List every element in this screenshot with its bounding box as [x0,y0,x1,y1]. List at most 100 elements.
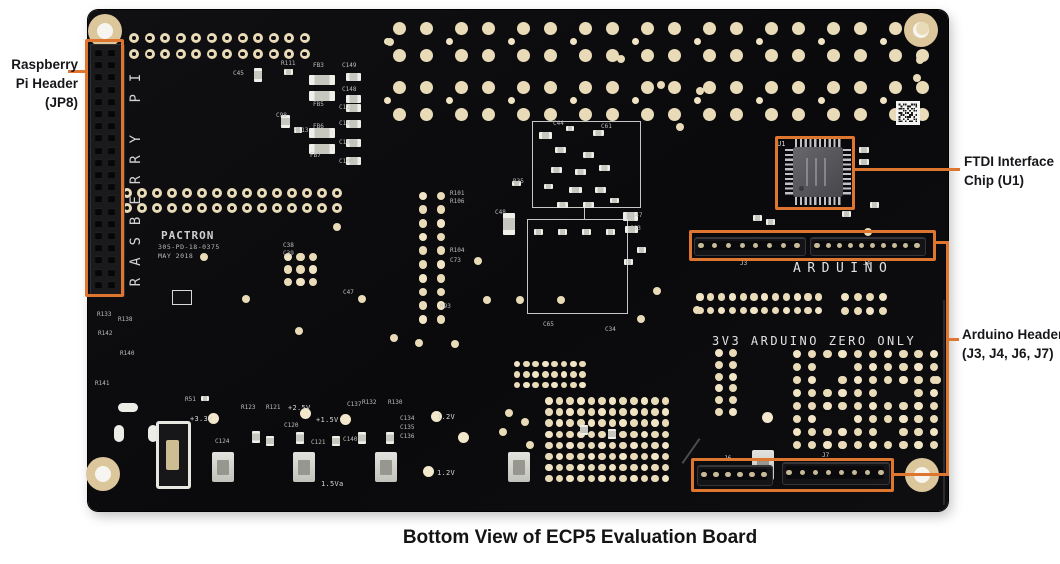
smd-component [568,187,582,193]
header-pin [712,242,718,249]
solder-pad [578,107,592,121]
arduino-header-label: Arduino Header (J3, J4, J6, J7) [962,325,1060,363]
solder-pad [693,97,701,104]
solder-pad [566,463,574,472]
solder-pad [750,306,758,315]
ftdi-chip-marking [815,158,817,186]
header-pin [914,242,920,249]
ftdi-chip-pins [843,149,851,195]
silkscreen-component-ref: FB6 [313,123,324,130]
solder-pad [866,306,874,315]
header-pin-hole [107,73,115,81]
smd-component [582,202,594,208]
arduino-header-j6 [701,469,767,480]
solder-pad [131,35,137,41]
solder-pad [587,408,596,416]
smd-component [266,436,274,446]
solder-pad [868,362,878,372]
solder-pad [139,205,145,211]
solder-pad [739,293,747,301]
solder-pad [640,397,649,405]
silkscreen-component-ref: C121 [311,439,326,446]
solder-pad [358,295,366,303]
solder-pad [838,401,847,411]
smd-component [556,202,568,208]
solder-pad [436,246,446,256]
solder-pad [566,397,574,405]
solder-pad [308,265,318,274]
solder-pad [838,427,847,437]
solder-pad [914,362,923,372]
solder-pad [271,35,276,41]
ftdi-chip-marking [824,158,826,186]
solder-pad [853,48,867,62]
arduino-bottom-header-highlight-box [691,458,894,492]
silkscreen-component-ref: C34 [605,326,616,333]
solder-pad [445,38,453,45]
solder-pad [605,107,619,121]
solder-pad [555,452,564,461]
solder-pad [560,360,568,368]
header-pin-hole [94,183,102,191]
solder-pad [693,306,701,314]
solder-pad [184,205,190,211]
smd-component [332,436,340,446]
solder-pad [224,51,230,57]
smd-component [580,425,588,435]
solder-pad [545,441,553,450]
oval-pad [114,425,124,442]
solder-pad [392,107,406,121]
ftdi-label-line [852,168,960,171]
solder-pad [545,474,553,483]
solder-pad [295,327,303,335]
solder-pad [729,396,737,405]
connector-pad [166,440,179,470]
solder-pad [899,375,908,385]
solder-pad [513,381,521,389]
header-pin [881,242,887,249]
solder-pad [131,51,137,57]
solder-pad [555,397,564,405]
solder-pad [436,205,446,215]
solder-pad [454,80,468,94]
solder-pad [914,349,923,359]
header-pin-hole [94,110,102,117]
solder-pad [214,190,220,196]
solder-pad [617,55,625,63]
solder-pad [651,397,659,405]
smd-component [574,169,586,175]
solder-pad [868,388,878,398]
solder-pad [661,452,670,461]
smd-component [345,139,361,147]
solder-pad [853,80,867,94]
solder-pad [729,80,743,94]
solder-pad [124,205,130,211]
solder-pad [481,107,495,121]
solder-pad [259,190,265,196]
solder-pad [914,414,923,424]
silkscreen-component-ref: C39 [283,250,294,257]
solder-pad [579,371,587,378]
solder-pad [289,190,295,196]
solder-pad [436,260,446,269]
solder-pad [653,287,661,295]
solder-pad [729,48,743,62]
solder-pad [147,35,152,41]
solder-pad [570,371,577,378]
header-pin [852,469,858,476]
smd-component [345,120,361,128]
solder-pad [631,38,639,45]
solder-pad [587,452,596,461]
solder-pad [853,293,862,301]
solder-pad [419,107,433,121]
solder-pad [418,301,428,310]
silkscreen-header-ref: J3 [740,260,748,267]
header-pin-hole [107,97,115,105]
solder-pad [392,48,406,62]
solder-pad [545,430,553,439]
silkscreen-component-ref: C38 [283,242,294,249]
solder-pad [853,349,862,359]
solder-pad [608,441,617,450]
solder-pad [199,190,205,196]
